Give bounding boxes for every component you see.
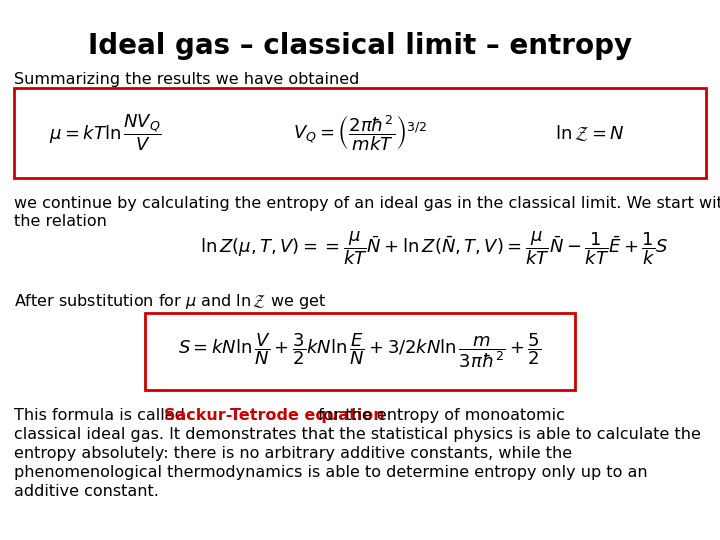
Text: Ideal gas – classical limit – entropy: Ideal gas – classical limit – entropy — [88, 32, 632, 60]
Text: After substitution for $\mu$ and $\ln\mathcal{Z}$ we get: After substitution for $\mu$ and $\ln\ma… — [14, 292, 326, 311]
Bar — [14, 88, 706, 178]
Text: This formula is called: This formula is called — [14, 408, 190, 423]
Text: Summarizing the results we have obtained: Summarizing the results we have obtained — [14, 72, 359, 87]
Bar — [145, 313, 575, 390]
Text: $S = kN\ln\dfrac{V}{N} + \dfrac{3}{2}kN\ln\dfrac{E}{N} + 3/2kN\ln\dfrac{m}{3\pi\: $S = kN\ln\dfrac{V}{N} + \dfrac{3}{2}kN\… — [179, 332, 541, 370]
Text: $V_Q = \left(\dfrac{2\pi\hbar^2}{mkT}\right)^{3/2}$: $V_Q = \left(\dfrac{2\pi\hbar^2}{mkT}\ri… — [293, 113, 427, 153]
Text: $\mu = kT\ln\dfrac{NV_Q}{V}$: $\mu = kT\ln\dfrac{NV_Q}{V}$ — [49, 113, 161, 153]
Text: we continue by calculating the entropy of an ideal gas in the classical limit. W: we continue by calculating the entropy o… — [14, 196, 720, 211]
Text: $\ln Z(\mu,T,V) == \dfrac{\mu}{kT}\bar{N} + \ln Z(\bar{N},T,V) = \dfrac{\mu}{kT}: $\ln Z(\mu,T,V) == \dfrac{\mu}{kT}\bar{N… — [200, 229, 668, 267]
Text: for the entropy of monoatomic: for the entropy of monoatomic — [313, 408, 565, 423]
Text: classical ideal gas. It demonstrates that the statistical physics is able to cal: classical ideal gas. It demonstrates tha… — [14, 427, 701, 442]
Text: the relation: the relation — [14, 214, 107, 229]
Text: phenomenological thermodynamics is able to determine entropy only up to an: phenomenological thermodynamics is able … — [14, 465, 647, 480]
Text: additive constant.: additive constant. — [14, 484, 159, 499]
Text: Sackur-Tetrode equation: Sackur-Tetrode equation — [163, 408, 384, 423]
Text: entropy absolutely: there is no arbitrary additive constants, while the: entropy absolutely: there is no arbitrar… — [14, 446, 572, 461]
Text: $\ln\mathcal{Z} = N$: $\ln\mathcal{Z} = N$ — [555, 123, 625, 143]
